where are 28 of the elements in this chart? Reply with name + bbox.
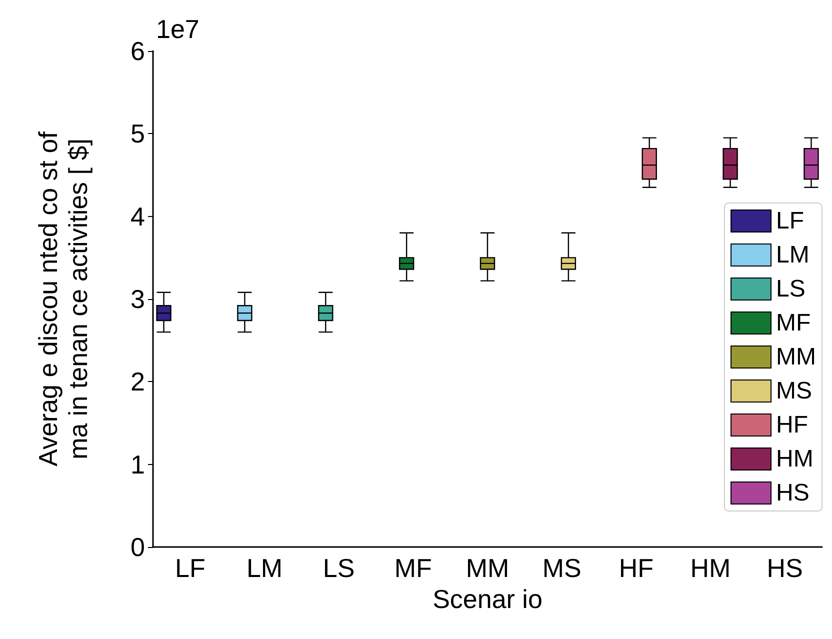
text: 1e7 (156, 14, 200, 44)
x-tick-label: LF (174, 553, 206, 583)
y-tick-label: 2 (130, 366, 145, 397)
y-axis-title: Averag e discou nted co st of ma in tenan ce activities [ $] (33, 130, 93, 466)
legend-label: LF (776, 208, 804, 234)
legend-label: HS (776, 480, 810, 506)
x-tick-label: MF (394, 553, 432, 583)
legend-label: MS (776, 378, 812, 404)
y-tick-label: 6 (130, 36, 145, 66)
legend-label: LS (776, 276, 806, 302)
x-tick-label: LM (246, 553, 283, 583)
x-tick-label: HM (690, 553, 731, 583)
x-tick-label: MM (466, 553, 510, 583)
x-tick-label: HS (766, 553, 803, 583)
x-tick-label: HF (618, 553, 654, 583)
legend-label: HM (776, 446, 814, 472)
x-tick-label: LS (322, 553, 355, 583)
legend-label: MM (776, 344, 816, 370)
y-tick-label: 1 (130, 449, 145, 480)
y-tick-label: 4 (130, 201, 145, 232)
y-tick-label: 5 (130, 118, 145, 149)
legend-label: HF (776, 412, 808, 438)
x-axis-title: Scenar io (432, 584, 542, 614)
x-tick-label: MS (542, 553, 582, 583)
y-tick-label: 0 (130, 532, 145, 562)
y-tick-label: 3 (130, 284, 145, 314)
legend-label: MF (776, 310, 811, 336)
legend-label: LM (776, 242, 810, 268)
